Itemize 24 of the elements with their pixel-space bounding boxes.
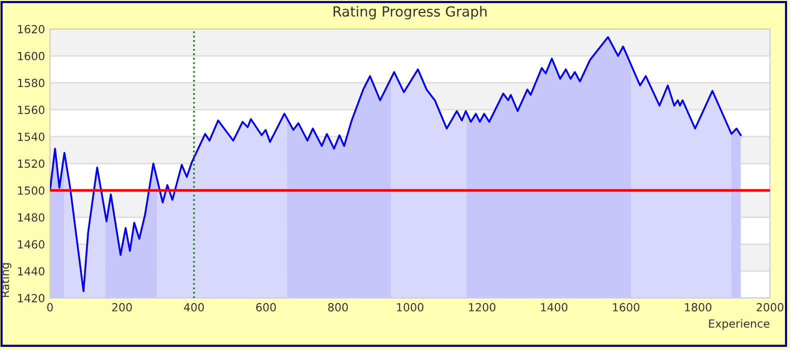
y-tick-label: 1540 [18,132,44,141]
x-tick-label: 1400 [541,303,568,312]
y-tick-label: 1520 [18,159,44,168]
y-tick-label: 1620 [18,24,44,34]
x-tick-label: 600 [256,303,276,312]
y-tick-label: 1440 [18,267,44,276]
x-tick-label: 0 [47,303,53,312]
y-tick-label: 1560 [18,106,44,114]
y-tick-label: 1460 [18,240,44,249]
x-tick-label: 1800 [685,303,712,312]
x-tick-label: 200 [112,303,132,312]
y-tick-label: 1420 [18,294,44,302]
chart-title: Rating Progress Graph [334,6,487,20]
x-tick-label: 1200 [469,303,496,312]
y-tick-label: 1600 [18,52,44,60]
y-tick-label: 1580 [18,78,44,88]
x-tick-label: 2000 [756,303,784,312]
y-tick-label: 1500 [18,186,44,195]
x-tick-label: 400 [184,303,204,312]
y-tick-label: 1480 [18,213,44,222]
x-tick-label: 1600 [613,303,640,312]
x-tick-label: 800 [328,303,348,312]
x-axis-title: Experience [709,319,770,330]
x-tick-label: 1000 [397,303,424,312]
